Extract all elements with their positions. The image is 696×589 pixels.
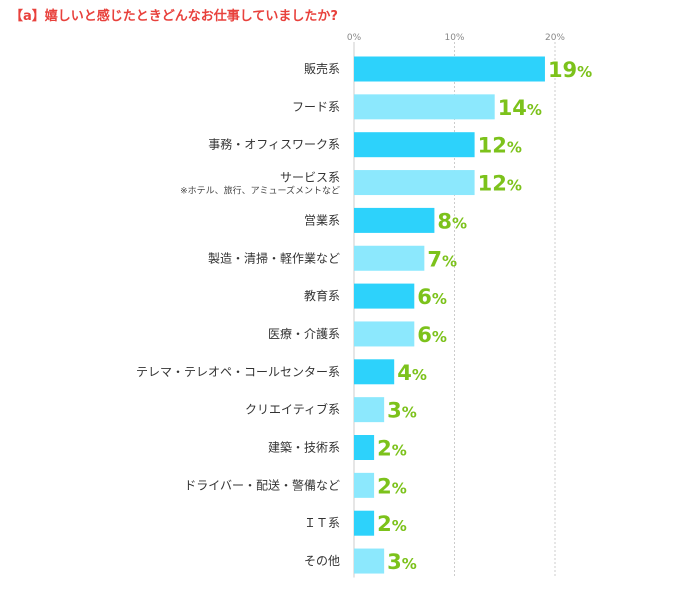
bar (354, 510, 375, 536)
category-label: ドライバー・配送・警備など (184, 477, 340, 492)
data-label: 14% (498, 96, 542, 120)
bar (354, 207, 435, 233)
category-label: ＩＴ系 (304, 516, 340, 530)
bar (354, 170, 475, 196)
category-label: 事務・オフィスワーク系 (208, 138, 340, 152)
data-label: 6% (417, 323, 447, 347)
category-label: 製造・清掃・軽作業など (208, 250, 340, 265)
bar (354, 283, 415, 309)
bar (354, 321, 415, 347)
bar (354, 397, 385, 423)
x-tick-label: 0% (347, 33, 362, 43)
category-label: フード系 (292, 100, 340, 114)
x-tick-label: 10% (444, 33, 464, 43)
data-label: 8% (437, 209, 467, 233)
bar (354, 548, 385, 574)
data-label: 19% (548, 58, 592, 82)
category-label: テレマ・テレオペ・コールセンター系 (136, 365, 340, 379)
category-label: クリエイティブ系 (245, 402, 340, 417)
bar (354, 245, 425, 271)
category-label: 建築・技術系 (268, 440, 340, 455)
data-label: 3% (387, 550, 417, 574)
bar (354, 359, 395, 385)
category-label: 教育系 (304, 288, 340, 303)
category-label: サービス系 (280, 171, 340, 185)
data-label: 6% (417, 285, 447, 309)
bar (354, 132, 475, 158)
category-sublabel: ※ホテル、旅行、アミューズメントなど (180, 185, 340, 197)
bar (354, 472, 375, 498)
data-label: 12% (478, 134, 522, 158)
category-label: 販売系 (304, 61, 340, 76)
category-label: 営業系 (304, 213, 340, 227)
data-label: 12% (478, 172, 522, 196)
data-label: 2% (377, 474, 407, 498)
bar (354, 94, 495, 120)
x-tick-label: 20% (545, 33, 565, 43)
bar (354, 56, 545, 82)
bar (354, 435, 375, 460)
chart-title: 【a】嬉しいと感じたときどんなお仕事していましたか? (10, 9, 338, 24)
data-label: 7% (427, 247, 457, 271)
category-label: 医療・介護系 (268, 326, 340, 341)
data-label: 2% (377, 512, 407, 536)
data-label: 2% (377, 437, 407, 461)
data-label: 3% (387, 399, 417, 423)
data-label: 4% (397, 361, 427, 385)
category-label: その他 (304, 554, 340, 568)
